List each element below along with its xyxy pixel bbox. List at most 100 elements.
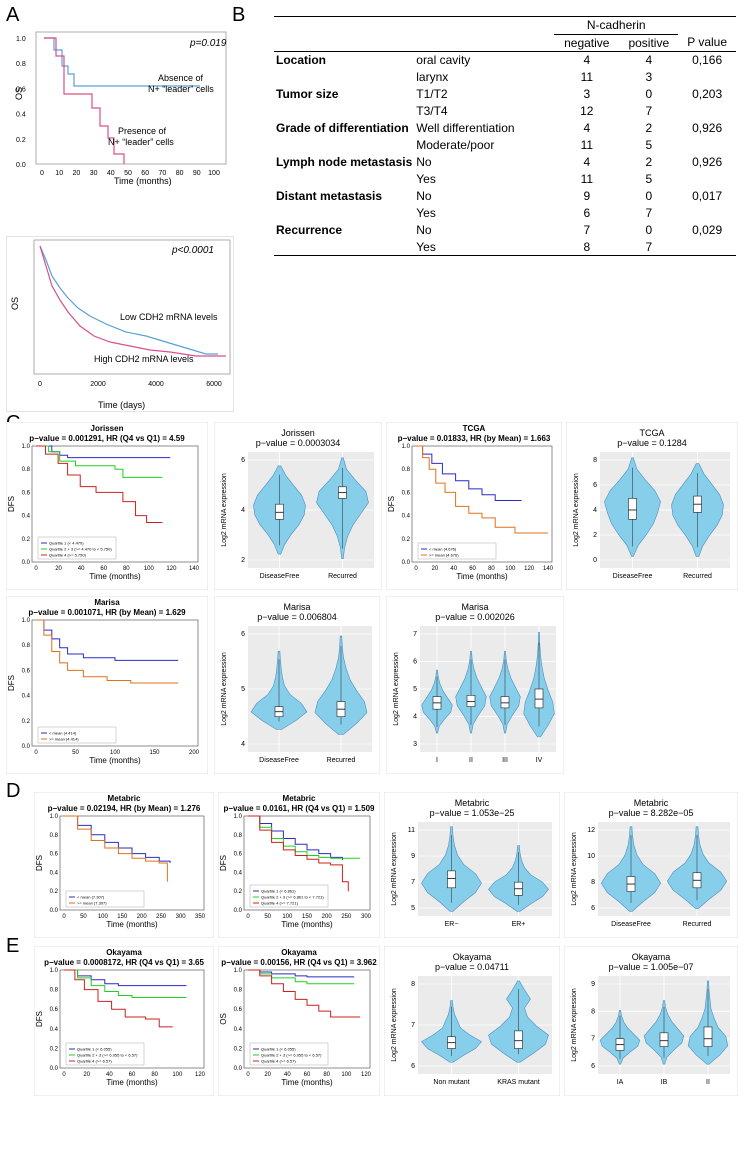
survival-curve [248, 815, 361, 859]
legend-entry: >= mean (4.414) [49, 737, 79, 742]
row-category: T1/T2 [416, 86, 448, 101]
ytick-label: 11 [408, 827, 415, 834]
xtick-label: 40 [107, 170, 115, 177]
legend-box [417, 542, 497, 560]
xlabel: Time (months) [114, 176, 172, 186]
ytick-label: 6 [413, 659, 417, 666]
ytick-label: 0.6 [50, 852, 59, 858]
panel-label-a: A [6, 4, 20, 26]
ytick-label: 1.0 [402, 444, 411, 450]
xtick-label: IV [536, 757, 543, 764]
table-row: Location oral cavity 4 4 0,166 [274, 51, 736, 68]
row-positive: 3 [645, 69, 653, 84]
row-negative: 8 [583, 239, 591, 254]
ytick-label: 5 [241, 686, 245, 693]
plot-title: Okayama [106, 948, 142, 957]
table-row: Recurrence No 7 0 0,029 [274, 221, 736, 238]
ylabel: OS [14, 87, 24, 100]
ytick-label: 0.0 [22, 744, 31, 750]
ytick-label: 6 [591, 1063, 595, 1070]
ylabel: Log2 mRNA expression [391, 988, 398, 1062]
row-negative: 4 [583, 120, 591, 135]
row-positive: 0 [645, 86, 653, 101]
xlabel: Time (months) [281, 1078, 333, 1087]
ytick-label: 0.2 [402, 537, 411, 543]
xlabel: Time (days) [98, 400, 145, 410]
ytick-label: 0.0 [16, 162, 26, 169]
high-curve [39, 245, 226, 357]
ylabel: DFS [7, 496, 16, 512]
row-category: Well differentiation [416, 120, 515, 135]
xtick-label: 80 [323, 1072, 330, 1078]
xtick-label: 50 [72, 750, 79, 756]
row-variable [274, 238, 414, 255]
xtick-label: Recurred [683, 921, 712, 928]
row-variable [274, 102, 414, 119]
row-variable [274, 68, 414, 85]
plot-title: Okayama [281, 948, 317, 957]
ytick-label: 9 [591, 981, 595, 988]
legend: < mean (7.307)>= mean (7.307) [65, 890, 145, 908]
ytick-label: 8 [591, 1008, 595, 1015]
xtick-label: 70 [159, 170, 167, 177]
xtick-label: 80 [151, 1072, 158, 1078]
row-category: No [416, 188, 432, 203]
xtick-label: 100 [98, 914, 109, 920]
ytick-label: 4 [241, 507, 245, 514]
xtick-label: 80 [488, 566, 495, 572]
ylabel: DFS [35, 855, 44, 871]
legend: Quartile 1 (< 4.470)Quartile 2 + 3 (>= 4… [37, 536, 117, 560]
table-row: Tumor size T1/T2 3 0 0,203 [274, 85, 736, 102]
row-variable: Location [276, 52, 326, 67]
xtick-label: 150 [302, 914, 313, 920]
box [659, 1032, 669, 1047]
xlabel: Time (months) [106, 920, 158, 929]
col-positive: positive [628, 35, 670, 50]
ytick-label: 0.4 [16, 112, 26, 119]
label-absence-2: N+ “leader” cells [148, 84, 214, 94]
legend-box [249, 884, 329, 908]
ytick-label: 0.6 [16, 86, 26, 93]
xtick-label: 40 [450, 566, 457, 572]
box [500, 696, 510, 709]
row-positive: 2 [645, 154, 653, 169]
box [447, 870, 456, 889]
xtick-label: 100 [144, 566, 155, 572]
ytick-label: 6 [593, 482, 597, 489]
ytick-label: 0.8 [16, 61, 26, 68]
xtick-label: ER− [445, 921, 459, 928]
table-row: Distant metastasis No 9 0 0,017 [274, 187, 736, 204]
ytick-label: 0.6 [22, 668, 31, 674]
row-positive: 7 [645, 205, 653, 220]
ytick-label: 1.0 [16, 36, 26, 43]
row-category: No [416, 222, 432, 237]
ytick-label: 1.0 [22, 618, 31, 624]
row-variable [274, 170, 414, 187]
ytick-label: 7 [411, 1022, 415, 1029]
row-category: larynx [416, 69, 449, 84]
plot-subtitle: p−value = 0.0161, HR (Q4 vs Q1) = 1.509 [224, 804, 376, 813]
ytick-label: 0.0 [234, 908, 243, 914]
ylabel: DFS [219, 855, 228, 871]
plot-title: Metabric [455, 798, 490, 808]
xtick-label: 0 [62, 1072, 66, 1078]
xtick-label: 150 [117, 914, 128, 920]
box [466, 695, 476, 707]
legend-entry: Quartile 2 + 3 (>= 4.470 to < 5.750) [49, 547, 112, 552]
box [275, 503, 284, 520]
xtick-label: 0 [34, 566, 38, 572]
legend-entry: Quartile 4 (>= 6.57) [261, 1059, 296, 1064]
legend-entry: Quartile 2 + 3 (>= 6.055 to < 6.57) [261, 1053, 322, 1058]
row-positive: 0 [645, 222, 653, 237]
absence-curve [44, 37, 200, 87]
row-negative: 11 [580, 69, 594, 84]
plot-subtitle: p−value = 0.02194, HR (by Mean) = 1.276 [48, 804, 201, 813]
plot-subtitle: p−value = 0.006804 [257, 612, 337, 622]
legend: Quartile 1 (< 6.055)Quartile 2 + 3 (>= 6… [249, 1042, 329, 1066]
plot-area [411, 445, 553, 563]
ytick-label: 0.2 [22, 537, 31, 543]
km-chart-a-bottom: OS p<0.0001 0 2000 4000 6000 Time (days) Lo… [6, 236, 234, 412]
plot-title: TCGA [463, 424, 486, 433]
xtick-label: 10 [55, 170, 63, 177]
